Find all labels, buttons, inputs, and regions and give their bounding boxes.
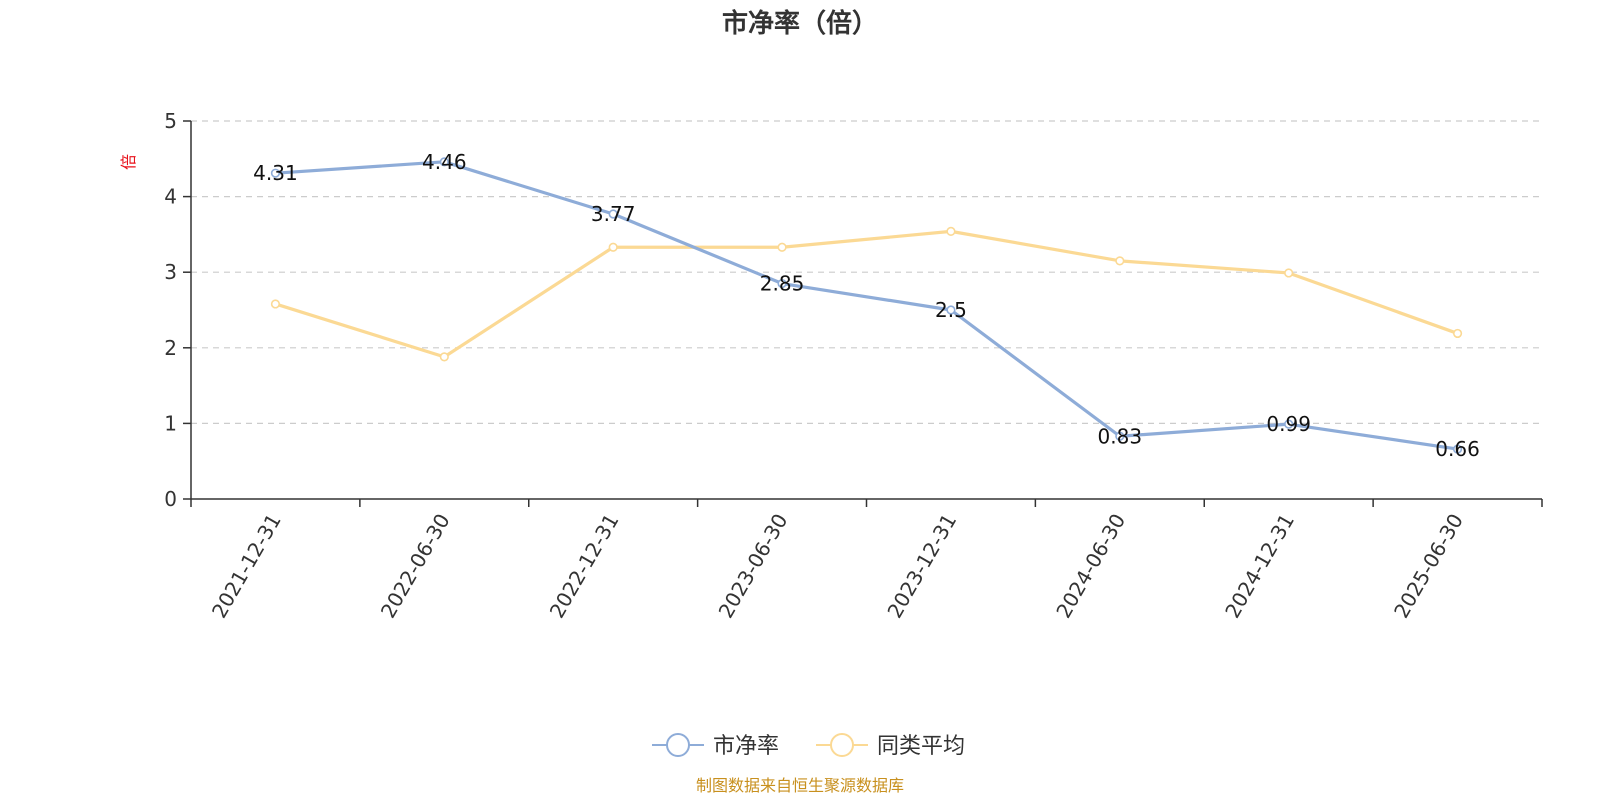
legend-swatch-circle-1 [830,733,854,757]
series-1-point-3 [777,242,787,252]
y-tick-label-1: 1 [164,411,177,435]
series-layer [270,157,1463,454]
series-0-data-label-7: 0.66 [1435,437,1480,461]
y-tick-label-5: 5 [164,109,177,133]
legend-label-1[interactable]: 同类平均 [877,734,965,759]
series-1-point-1 [439,352,449,362]
series-0-point-5 [1115,431,1125,441]
x-tick-label-7: 2025-06-30 [1389,510,1468,623]
series-0-data-label-5: 0.83 [1098,424,1143,448]
y-tick-label-0: 0 [164,487,177,511]
legend-swatch-circle-0 [666,733,690,757]
y-tick-label-2: 2 [164,336,177,360]
chart-title: 市净率（倍） [722,8,878,39]
series-1-point-6 [1284,268,1294,278]
data-label-layer: 4.31 4.46 3.77 2.85 2.5 0.83 0.99 0.66 [253,150,1480,461]
x-tick-label-6: 2024-12-31 [1220,510,1299,623]
series-line-0 [273,160,1460,451]
x-tick-label-1: 2022-06-30 [376,510,455,623]
series-0-data-label-6: 0.99 [1266,412,1311,436]
x-tick-label-4: 2023-12-31 [882,510,961,623]
series-0-data-label-4: 2.5 [935,298,967,322]
series-0-data-label-2: 3.77 [591,202,636,226]
y-axis-unit: 倍 [119,154,138,170]
series-0-data-label-0: 4.31 [253,161,298,185]
series-0-data-label-3: 2.85 [760,272,805,296]
series-0-point-6 [1284,419,1294,429]
legend: 市净率 同类平均 [652,733,965,759]
x-tick-label-5: 2024-06-30 [1051,510,1130,623]
x-tick-label-0: 2021-12-31 [207,510,286,623]
series-1-point-5 [1115,256,1125,266]
x-tick-label-2: 2022-12-31 [545,510,624,623]
series-0-data-label-1: 4.46 [422,150,467,174]
series-1-point-0 [270,299,281,309]
series-1-point-2 [608,242,618,252]
series-0-point-7 [1452,444,1463,454]
legend-label-0[interactable]: 市净率 [713,734,779,759]
series-0-point-3 [777,278,787,289]
series-0-point-4 [946,305,956,315]
data-source-note: 制图数据来自恒生聚源数据库 [696,776,904,795]
series-0-point-1 [439,157,449,167]
y-tick-label-4: 4 [164,185,177,209]
series-line-1 [273,229,1460,359]
x-tick-label-3: 2023-06-30 [713,510,792,623]
axis-layer: 0 1 2 3 4 5 2021-12-31 2022-06-30 2022-12-31 2023… [164,109,1543,623]
y-tick-label-3: 3 [164,260,177,284]
series-1-point-7 [1452,328,1463,339]
series-1-point-4 [946,226,956,236]
series-0-point-0 [270,168,281,178]
series-0-point-2 [608,209,618,219]
